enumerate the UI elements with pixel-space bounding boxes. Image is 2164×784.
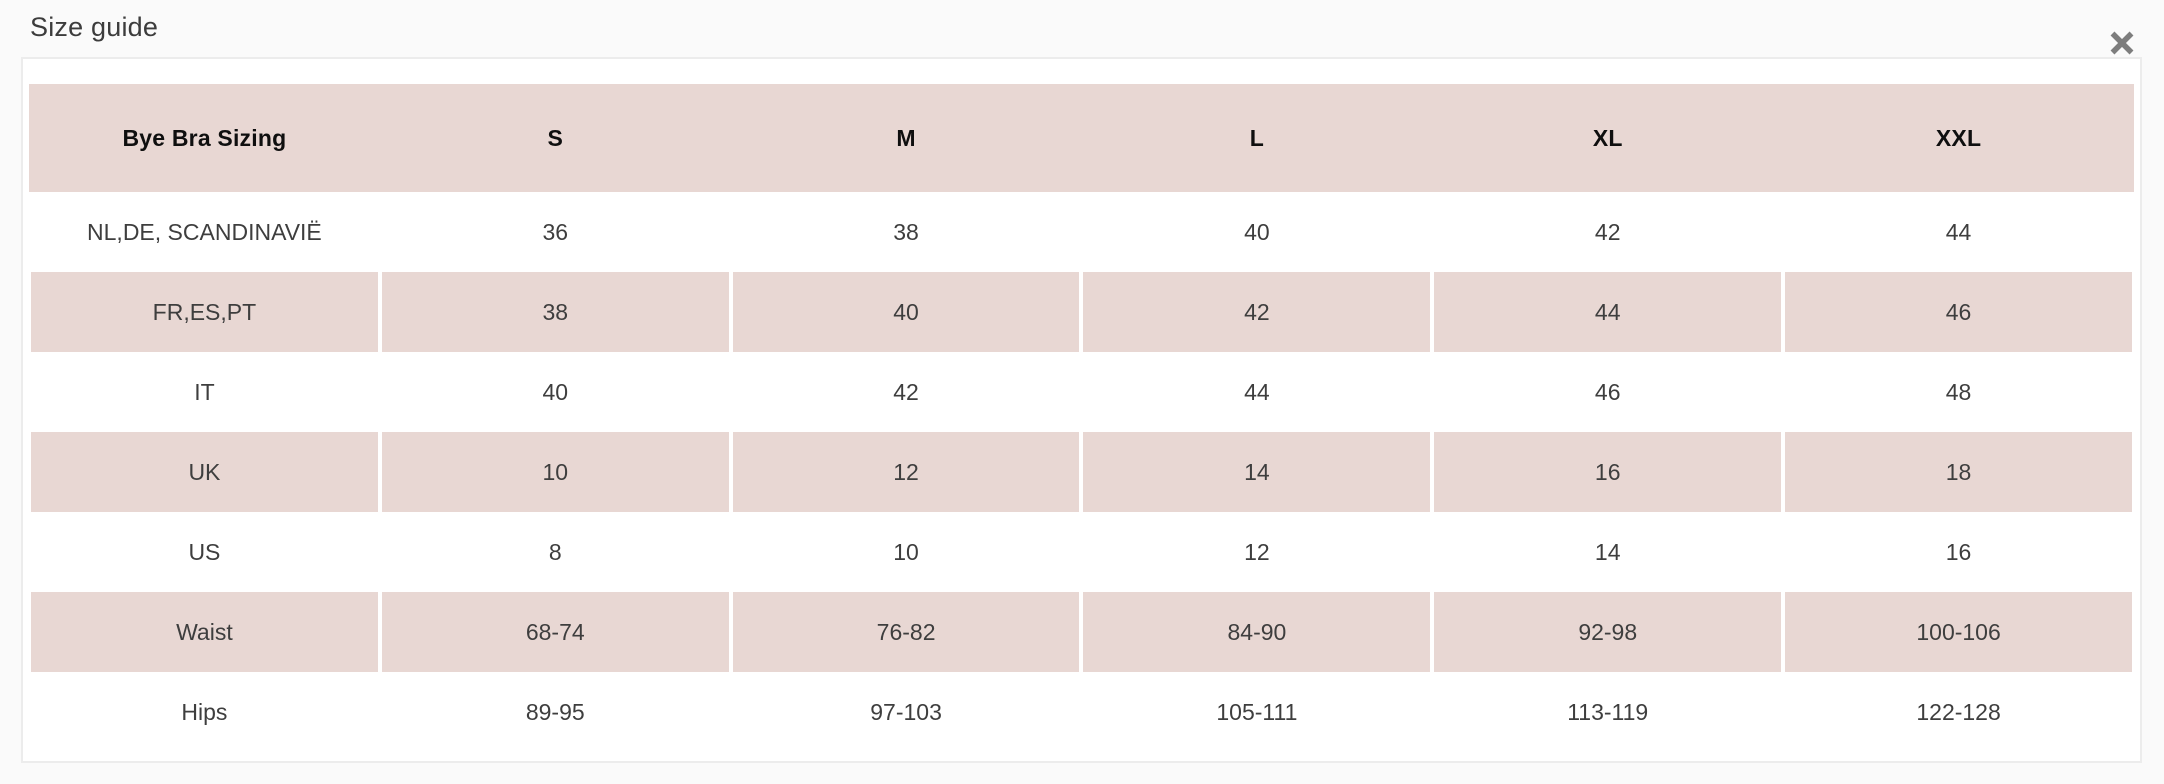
value-cell: 12 xyxy=(1081,512,1433,592)
value-cell: 38 xyxy=(379,272,731,352)
table-row: Hips 89-95 97-103 105-111 113-119 122-128 xyxy=(29,672,2134,752)
modal-title: Size guide xyxy=(30,12,159,42)
column-header-label: Bye Bra Sizing xyxy=(29,84,380,192)
value-cell: 46 xyxy=(1432,352,1784,432)
value-cell: 68-74 xyxy=(379,592,731,672)
table-row: UK 10 12 14 16 18 xyxy=(29,432,2134,512)
value-cell: 16 xyxy=(1783,512,2134,592)
value-cell: 38 xyxy=(730,192,1082,272)
value-cell: 42 xyxy=(1432,192,1784,272)
value-cell: 76-82 xyxy=(730,592,1082,672)
size-table: Bye Bra Sizing S M L XL XXL NL,DE, SCANDINAVI… xyxy=(29,84,2134,752)
value-cell: 40 xyxy=(1081,192,1433,272)
value-cell: 122-128 xyxy=(1783,672,2134,752)
value-cell: 42 xyxy=(1081,272,1433,352)
table-row: IT 40 42 44 46 48 xyxy=(29,352,2134,432)
value-cell: 113-119 xyxy=(1432,672,1784,752)
value-cell: 105-111 xyxy=(1081,672,1433,752)
row-label-cell: IT xyxy=(29,352,380,432)
value-cell: 36 xyxy=(379,192,731,272)
column-header-size: S xyxy=(379,84,731,192)
column-header-size: XL xyxy=(1432,84,1784,192)
value-cell: 89-95 xyxy=(379,672,731,752)
close-button[interactable] xyxy=(2106,27,2138,59)
value-cell: 84-90 xyxy=(1081,592,1433,672)
value-cell: 14 xyxy=(1432,512,1784,592)
table-row: US 8 10 12 14 16 xyxy=(29,512,2134,592)
value-cell: 10 xyxy=(379,432,731,512)
value-cell: 100-106 xyxy=(1783,592,2134,672)
column-header-size: XXL xyxy=(1783,84,2134,192)
value-cell: 10 xyxy=(730,512,1082,592)
value-cell: 44 xyxy=(1081,352,1433,432)
value-cell: 42 xyxy=(730,352,1082,432)
column-header-size: L xyxy=(1081,84,1433,192)
close-icon xyxy=(2110,31,2134,55)
value-cell: 8 xyxy=(379,512,731,592)
value-cell: 97-103 xyxy=(730,672,1082,752)
row-label-cell: UK xyxy=(29,432,380,512)
table-header-row: Bye Bra Sizing S M L XL XXL xyxy=(29,84,2134,192)
table-row: NL,DE, SCANDINAVIË 36 38 40 42 44 xyxy=(29,192,2134,272)
value-cell: 12 xyxy=(730,432,1082,512)
row-label-cell: NL,DE, SCANDINAVIË xyxy=(29,192,380,272)
row-label-cell: Hips xyxy=(29,672,380,752)
value-cell: 44 xyxy=(1783,192,2134,272)
size-guide-panel: Bye Bra Sizing S M L XL XXL NL,DE, SCANDINAVI… xyxy=(21,57,2142,763)
value-cell: 48 xyxy=(1783,352,2134,432)
value-cell: 46 xyxy=(1783,272,2134,352)
row-label-cell: US xyxy=(29,512,380,592)
table-row: FR,ES,PT 38 40 42 44 46 xyxy=(29,272,2134,352)
row-label-cell: FR,ES,PT xyxy=(29,272,380,352)
row-label-cell: Waist xyxy=(29,592,380,672)
value-cell: 92-98 xyxy=(1432,592,1784,672)
column-header-size: M xyxy=(730,84,1082,192)
size-table-body: NL,DE, SCANDINAVIË 36 38 40 42 44 FR,ES,PT 38 40… xyxy=(29,192,2134,752)
value-cell: 44 xyxy=(1432,272,1784,352)
value-cell: 18 xyxy=(1783,432,2134,512)
value-cell: 40 xyxy=(730,272,1082,352)
value-cell: 16 xyxy=(1432,432,1784,512)
table-row: Waist 68-74 76-82 84-90 92-98 100-106 xyxy=(29,592,2134,672)
value-cell: 40 xyxy=(379,352,731,432)
value-cell: 14 xyxy=(1081,432,1433,512)
